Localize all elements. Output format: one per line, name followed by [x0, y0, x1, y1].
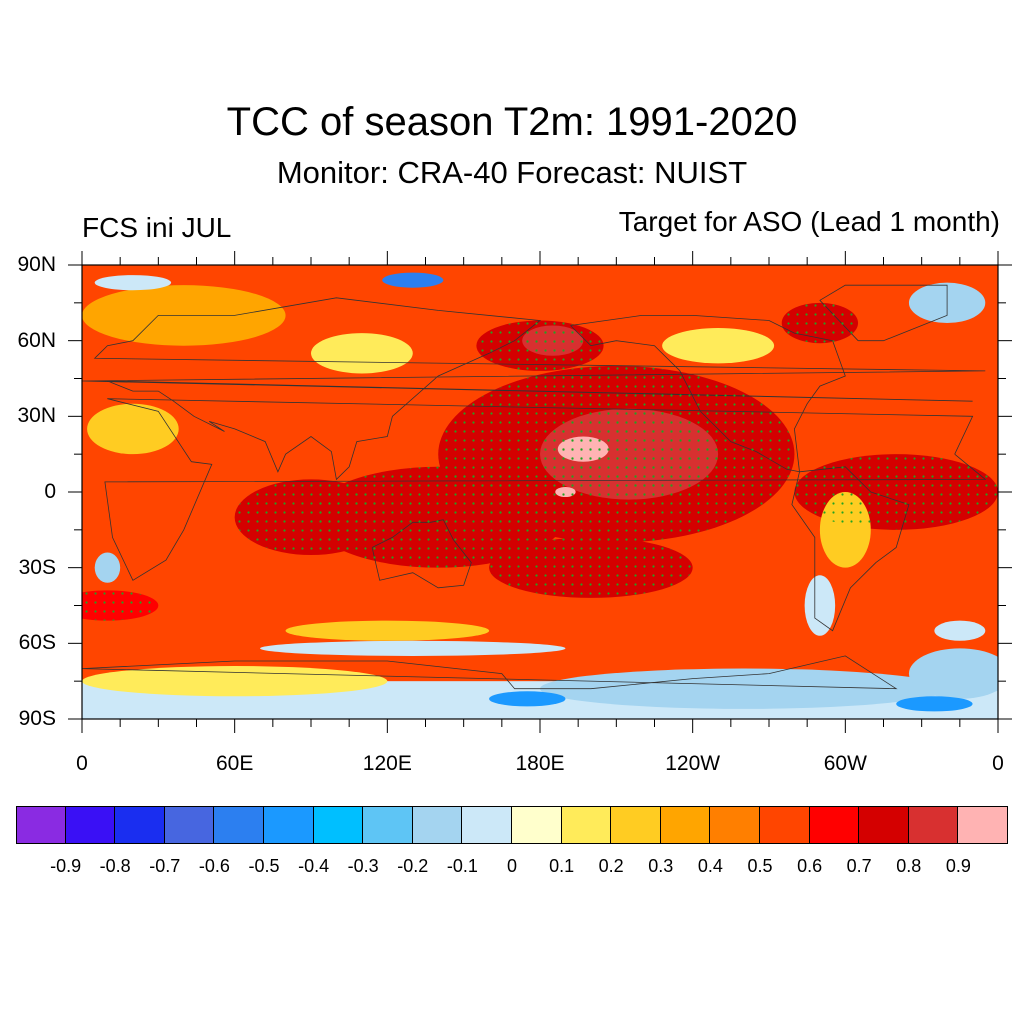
colorbar-label: -0.3 [347, 856, 379, 876]
colorbar-label: 0.9 [945, 856, 971, 876]
colorbar-swatch [115, 806, 165, 844]
colorbar-swatch [264, 806, 314, 844]
coastline [82, 655, 898, 690]
tcc-map [68, 251, 1012, 733]
coastline [819, 284, 948, 342]
colorbar-swatch [164, 806, 215, 844]
colorbar-label: -0.6 [198, 856, 230, 876]
colorbar-label: -0.7 [149, 856, 181, 876]
significance-dot-area [234, 479, 388, 556]
colorbar-label: -0.1 [446, 856, 478, 876]
colorbar-label: 0 [506, 856, 518, 876]
correlation-region [260, 640, 566, 656]
axis-ticks [68, 251, 1012, 733]
longitude-label: 0 [992, 752, 1004, 775]
map-subtitle: Monitor: CRA-40 Forecast: NUIST [276, 155, 748, 190]
colorbar-label: 0.3 [648, 856, 674, 876]
longitude-label: 120E [362, 752, 412, 775]
correlation-region [908, 648, 998, 699]
colorbar-swatch [760, 806, 810, 844]
colorbar-label: 0.4 [697, 856, 723, 876]
colorbar-swatch [611, 806, 661, 844]
target-label: Target for ASO (Lead 1 month) [618, 206, 1000, 237]
colorbar-label: 0.6 [797, 856, 823, 876]
significance-dot-area [540, 408, 719, 500]
longitude-label: 120W [665, 752, 721, 775]
longitude-label: 60W [823, 752, 867, 775]
coastline [570, 315, 846, 473]
colorbar-label: 0.7 [846, 856, 872, 876]
colorbar-label: -0.8 [99, 856, 131, 876]
correlation-region [94, 275, 172, 291]
latitude-label: 0 [44, 480, 56, 503]
correlation-region [311, 333, 413, 374]
colorbar-swatch [660, 806, 711, 844]
latitude-label: 30N [17, 404, 56, 428]
colorbar-label: 0.5 [747, 856, 773, 876]
colorbar [16, 806, 1008, 844]
latitude-label: 90S [18, 707, 56, 730]
latitude-label: 90N [17, 253, 56, 276]
longitude-label: 0 [76, 752, 88, 775]
colorbar-swatch [214, 806, 264, 844]
correlation-region [489, 691, 566, 707]
correlation-region [94, 552, 121, 583]
significance-dot-area [557, 436, 609, 462]
colorbar-label: -0.9 [50, 856, 82, 876]
longitude-label: 60E [215, 752, 254, 775]
significance-dot-area [781, 302, 859, 344]
colorbar-label: -0.5 [248, 856, 280, 876]
map-panel [68, 251, 1012, 733]
coastline [82, 297, 986, 481]
coastline [104, 398, 987, 581]
significance-dot-area [311, 466, 566, 568]
colorbar-label: -0.2 [397, 856, 429, 876]
colorbar-swatch [908, 806, 959, 844]
longitude-label: 180E [515, 752, 565, 775]
significance-dot-area [522, 325, 584, 356]
significance-dot-area [794, 454, 998, 530]
significance-dot-area [489, 537, 693, 598]
correlation-region [896, 696, 973, 712]
colorbar-label: -0.4 [298, 856, 330, 876]
colorbar-swatch [16, 806, 66, 844]
colorbar-label: 0.1 [549, 856, 575, 876]
map-frame [81, 264, 999, 720]
correlation-region [87, 403, 179, 455]
correlation-region [285, 620, 490, 641]
colorbar-swatch [710, 806, 760, 844]
correlation-region [662, 328, 775, 364]
latitude-label: 30S [18, 555, 56, 579]
correlation-region [934, 620, 986, 641]
significance-dot-area [82, 590, 159, 621]
correlation-region [540, 668, 948, 709]
significance-dots [82, 302, 998, 621]
colorbar-swatch [363, 806, 413, 844]
latitude-label: 60N [17, 328, 56, 352]
colorbar-swatch [412, 806, 463, 844]
correlation-region [82, 666, 388, 697]
correlation-region [382, 272, 444, 288]
initialization-label: FCS ini JUL [82, 212, 232, 243]
correlation-region [804, 575, 836, 636]
colorbar-swatch [313, 806, 364, 844]
colorbar-swatch [859, 806, 909, 844]
colorbar-label: 0.8 [896, 856, 922, 876]
colorbar-swatch [561, 806, 612, 844]
latitude-label: 60S [18, 631, 56, 655]
colorbar-label: 0.2 [598, 856, 624, 876]
colorbar-swatch [462, 806, 512, 844]
map-title: TCC of season T2m: 1991-2020 [226, 100, 798, 144]
colorbar-swatch [65, 806, 116, 844]
colorbar-swatch [809, 806, 860, 844]
colorbar-swatch [958, 806, 1008, 844]
significance-dot-area [555, 486, 576, 498]
colorbar-swatch [512, 806, 562, 844]
